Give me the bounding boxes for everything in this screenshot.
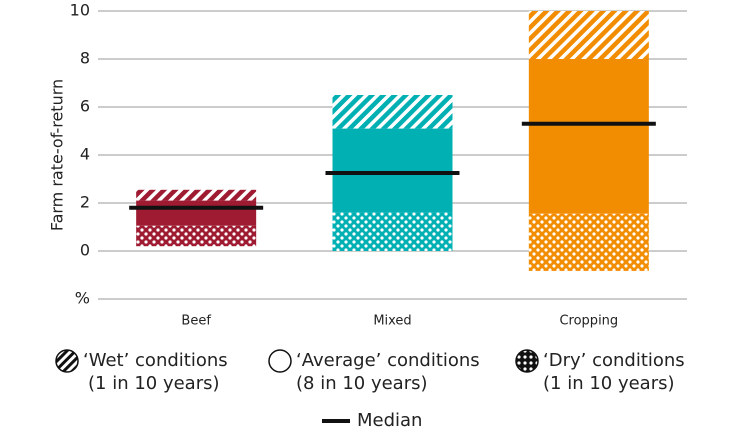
legend-label: ‘Dry’ conditions xyxy=(543,350,685,371)
legend-icon xyxy=(268,349,292,373)
y-tick-label: 4 xyxy=(80,145,90,164)
range-segment xyxy=(332,212,453,251)
range-segment xyxy=(332,128,453,213)
range-segment xyxy=(332,95,453,129)
y-tick-label: 0 xyxy=(80,241,90,260)
x-tick-label: Cropping xyxy=(559,314,618,329)
y-tick-label: % xyxy=(75,289,90,308)
x-tick-label: Beef xyxy=(181,314,211,329)
legend-label: ‘Average’ conditions xyxy=(296,350,480,371)
y-tick-label: 6 xyxy=(80,97,90,116)
legend-icon xyxy=(55,349,79,373)
range-segment xyxy=(136,189,257,201)
legend-label: ‘Wet’ conditions xyxy=(83,350,228,371)
legend-note: (8 in 10 years) xyxy=(296,373,428,394)
range-segment xyxy=(136,200,257,226)
range-segment xyxy=(528,11,649,59)
legend-label: Median xyxy=(357,410,422,431)
y-tick-label: 10 xyxy=(70,1,90,20)
range-segment xyxy=(136,225,257,247)
legend: ‘Wet’ conditions (1 in 10 years) ‘Averag… xyxy=(55,349,685,431)
y-tick-label: 2 xyxy=(80,193,90,212)
y-tick-label: 8 xyxy=(80,49,90,68)
y-axis-label: Farm rate-of-return xyxy=(48,79,67,231)
x-tick-label: Mixed xyxy=(373,314,411,329)
legend-note: (1 in 10 years) xyxy=(88,373,220,394)
legend-icon xyxy=(515,349,539,373)
range-segment xyxy=(528,213,649,271)
range-segment xyxy=(528,59,649,214)
legend-note: (1 in 10 years) xyxy=(543,373,675,394)
